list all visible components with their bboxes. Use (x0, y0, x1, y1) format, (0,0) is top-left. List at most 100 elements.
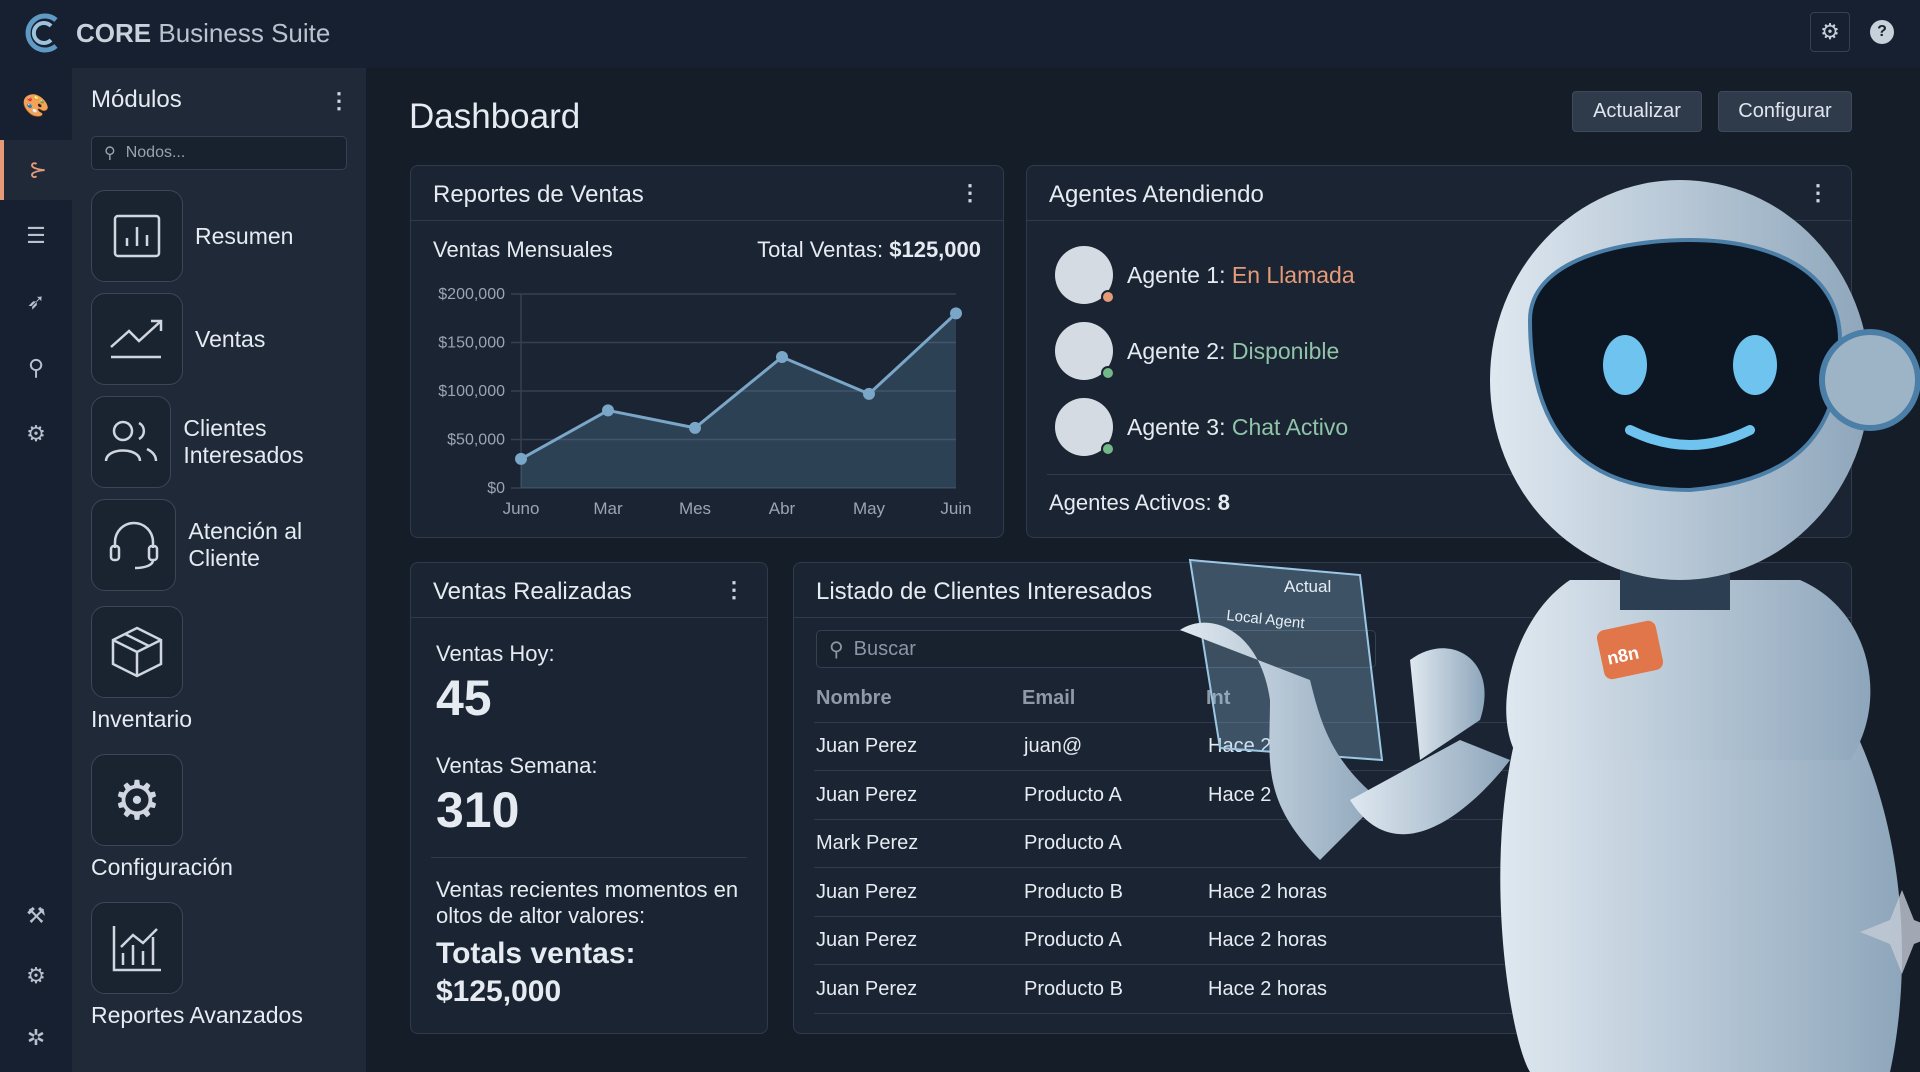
configure-button[interactable]: Configurar (1718, 91, 1852, 132)
y-tick-label: $200,000 (438, 286, 505, 303)
more-icon[interactable]: ⋮ (723, 577, 745, 602)
core-logo-icon (25, 13, 58, 53)
trend-up-icon (91, 293, 183, 385)
clients-search-input[interactable]: ⚲ Buscar (816, 630, 1376, 668)
total-sales: Total Ventas: $125,000 (757, 237, 981, 262)
data-point (689, 421, 701, 434)
more-icon[interactable]: ⋮ (328, 88, 350, 113)
box-icon (91, 606, 183, 698)
table-cell: Hace 2 horas (1208, 929, 1327, 951)
top-bar: CORE Business Suite ⚙ ? (0, 0, 1920, 68)
table-row[interactable]: Juan Perez Producto A Hace 2 horas (814, 917, 1824, 965)
active-agents: Agentes Activos: 8 (1049, 490, 1231, 515)
avatar (1055, 322, 1115, 380)
week-label: Ventas Semana: (436, 753, 598, 778)
card-header: Agentes Atendiendo ⋮ (1027, 166, 1851, 221)
divider (431, 857, 747, 858)
y-tick-label: $50,000 (447, 432, 505, 449)
users-icon (91, 396, 172, 488)
status-text: Chat Activo (1231, 413, 1349, 440)
module-reportes-avanzados[interactable]: Reportes Avanzados (91, 1002, 303, 1028)
card-header: Listado de Clientes Interesados (794, 563, 1851, 618)
table-cell: Juan Perez (816, 977, 918, 1000)
card-header: Ventas Realizadas ⋮ (411, 563, 767, 618)
search-icon: ⚲ (829, 638, 844, 661)
status-dot (1101, 366, 1115, 380)
card-title: Listado de Clientes Interesados (816, 578, 1153, 605)
y-tick-label: $100,000 (438, 383, 505, 400)
agent-row[interactable]: Agente 1: En Llamada (1055, 246, 1355, 304)
workflow-icon[interactable]: ⊱ (0, 140, 72, 200)
table-cell: Juan Perez (816, 783, 918, 806)
robot-illustration: n8n Actual Local Agent (1180, 180, 1920, 1072)
module-inventario[interactable]: Inventario (91, 706, 193, 732)
modules-panel: Módulos ⋮ ⚲ Nodos... Resumen Ventas Clien… (72, 68, 366, 1072)
today-label: Ventas Hoy: (436, 641, 555, 666)
module-clientes[interactable]: Clientes Interesados (91, 396, 366, 488)
table-row[interactable]: Mark Perez Producto A (814, 820, 1824, 868)
nodes-search-input[interactable]: ⚲ Nodos... (91, 136, 347, 170)
search-icon[interactable]: ⚲ (27, 355, 45, 380)
table-row[interactable]: Juan Perez Producto B Hace 2 horas (814, 966, 1824, 1014)
series-line (520, 312, 958, 461)
module-ventas[interactable]: Ventas (91, 293, 265, 385)
status-dot (1101, 290, 1115, 304)
sales-done-card: Ventas Realizadas ⋮ Ventas Hoy: 45 Ventas… (410, 562, 768, 1034)
x-tick-label: Mar (593, 499, 623, 518)
module-configuracion[interactable]: Configuración (91, 854, 233, 880)
data-point (602, 404, 614, 417)
today-value: 45 (436, 670, 492, 726)
table-cell: Mark Perez (816, 832, 919, 854)
agent-row[interactable]: Agente 2: Disponible (1055, 322, 1339, 380)
card-title: Reportes de Ventas (433, 181, 644, 208)
data-point (950, 307, 962, 320)
sales-note: Ventas recientes momentos en oltos de al… (436, 877, 739, 928)
table-row[interactable]: Juan Perez Producto B Hace 2 horas (814, 869, 1824, 917)
status-text: En Llamada (1231, 261, 1355, 288)
more-icon[interactable]: ⋮ (959, 180, 981, 205)
module-atencion[interactable]: Atención al Cliente (91, 499, 366, 591)
sales-report-card: Reportes de Ventas ⋮ Ventas Mensuales Tot… (410, 165, 1004, 538)
table-cell: juan@ (1024, 735, 1083, 757)
table-cell: Hace 2 horas (1208, 977, 1327, 1000)
page-title: Dashboard (409, 97, 581, 136)
x-tick-label: Juin (940, 499, 971, 518)
divider (1047, 474, 1831, 475)
table-cell: Producto A (1024, 783, 1122, 806)
card-title: Ventas Realizadas (433, 578, 632, 605)
palette-icon[interactable]: 🎨 (22, 93, 50, 118)
module-reportes-icon-box[interactable] (91, 902, 183, 994)
table-cell: Producto B (1024, 977, 1123, 1000)
gear-icon[interactable]: ⚙ (26, 421, 46, 446)
week-value: 310 (436, 782, 520, 838)
sliders-icon[interactable]: ☰ (26, 223, 46, 248)
gear-icon: ⚙ (91, 754, 183, 846)
table-cell: Producto A (1024, 929, 1122, 951)
gear-icon[interactable]: ⚙ (26, 963, 46, 988)
search-icon: ⚲ (104, 145, 116, 162)
agent-row[interactable]: Agente 3: Chat Activo (1055, 398, 1348, 456)
module-resumen[interactable]: Resumen (91, 190, 293, 282)
gear-icon[interactable]: ⚙ (1810, 12, 1850, 52)
table-cell: Producto A (1024, 832, 1122, 854)
svg-text:Actual: Actual (1284, 577, 1331, 596)
rocket-icon[interactable]: ➶ (26, 289, 46, 314)
refresh-button[interactable]: Actualizar (1572, 91, 1702, 132)
table-cell: Hace 2 (1208, 783, 1272, 806)
card-header: Reportes de Ventas ⋮ (411, 166, 1003, 221)
tools-icon[interactable]: ⚒ (26, 903, 46, 928)
icon-rail: 🎨 ⊱ ☰ ➶ ⚲ ⚙ ⚒ ⚙ ✲ (0, 68, 72, 1072)
table-cell: Juan Perez (816, 880, 918, 903)
table-cell: Juan Perez (816, 735, 918, 757)
bar-chart-icon (91, 190, 183, 282)
n8n-badge (1596, 620, 1664, 680)
x-tick-label: Juno (503, 499, 540, 518)
table-cell: Hace 2 horas (1208, 880, 1327, 903)
module-configuracion-icon-box[interactable]: ⚙ (91, 754, 183, 846)
y-tick-label: $150,000 (438, 335, 505, 352)
module-inventario-icon-box[interactable] (91, 606, 183, 698)
help-icon[interactable]: ? (1870, 20, 1894, 44)
cog-network-icon[interactable]: ✲ (26, 1025, 46, 1050)
more-icon[interactable]: ⋮ (1807, 180, 1829, 205)
x-tick-label: Mes (679, 499, 711, 518)
